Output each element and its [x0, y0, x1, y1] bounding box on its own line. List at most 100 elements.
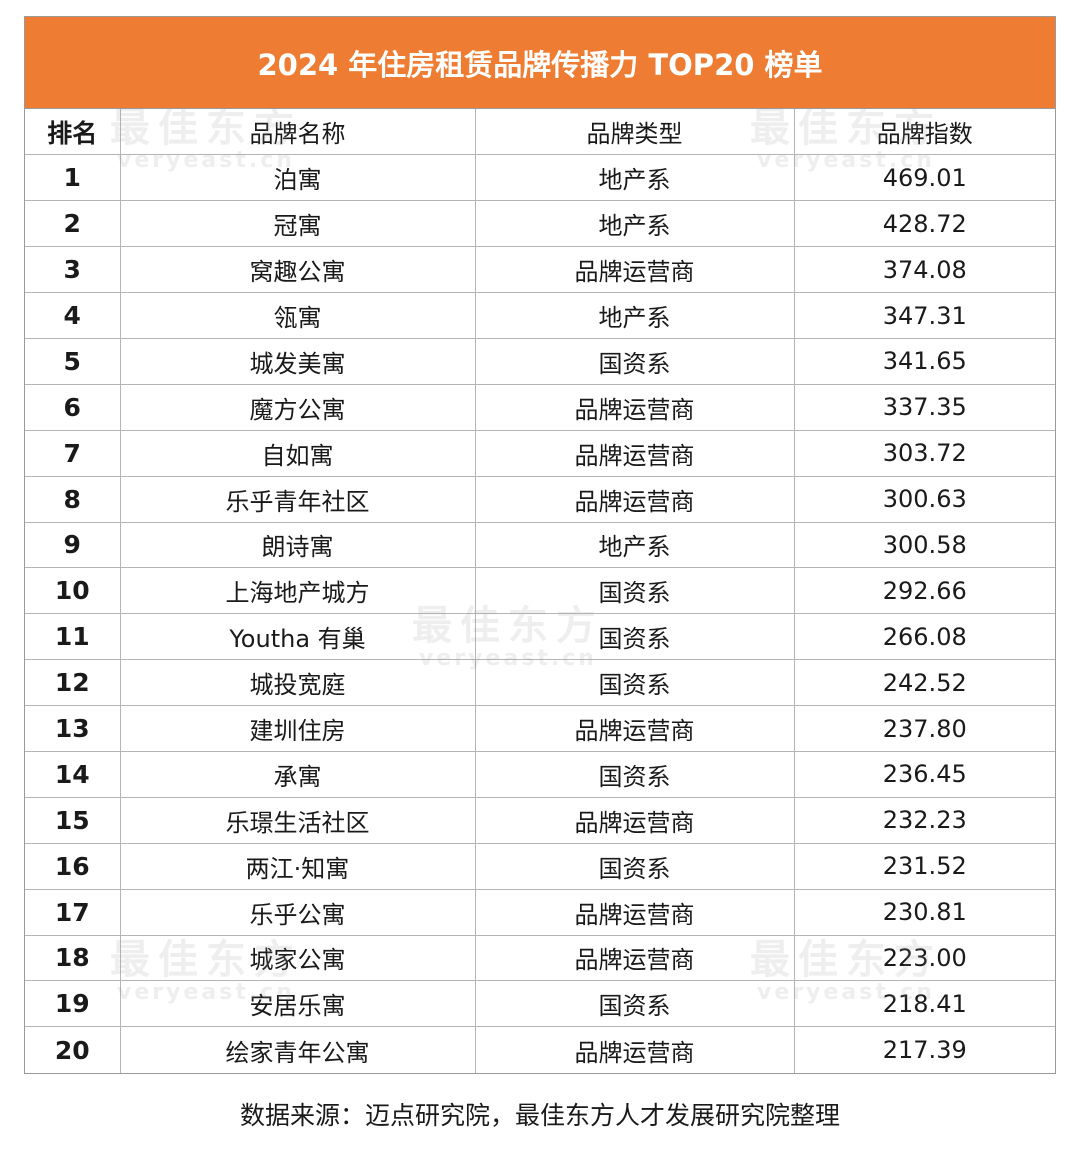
table-row: 1 泊寓 地产系 469.01: [25, 154, 1055, 202]
table-header-row: 排名 品牌名称 品牌类型 品牌指数: [25, 109, 1055, 156]
brand-index-cell: 223.00: [793, 934, 1055, 982]
brand-index-cell: 232.23: [793, 796, 1055, 844]
rank-cell: 15: [25, 796, 121, 844]
rank-cell: 7: [25, 429, 121, 477]
brand-name-cell: 朗诗寓: [119, 521, 476, 569]
table-row: 16 两江·知寓 国资系 231.52: [25, 842, 1055, 890]
brand-index-cell: 231.52: [793, 842, 1055, 890]
brand-name-cell: 魔方公寓: [119, 383, 476, 431]
brand-index-cell: 237.80: [793, 705, 1055, 752]
rank-cell: 16: [25, 842, 121, 890]
table-row: 11 Youtha 有巢 国资系 266.08: [25, 613, 1055, 661]
table-row: 3 窝趣公寓 品牌运营商 374.08: [25, 246, 1055, 294]
brand-index-cell: 347.31: [793, 292, 1055, 339]
brand-name-cell: 承寓: [119, 750, 476, 798]
table-row: 14 承寓 国资系 236.45: [25, 750, 1055, 798]
brand-type-cell: 地产系: [474, 200, 795, 248]
brand-name-cell: 乐乎青年社区: [119, 475, 476, 523]
brand-type-cell: 地产系: [474, 154, 795, 202]
brand-name-cell: 两江·知寓: [119, 842, 476, 890]
rank-cell: 19: [25, 980, 121, 1028]
brand-type-cell: 品牌运营商: [474, 383, 795, 431]
brand-type-cell: 品牌运营商: [474, 475, 795, 523]
rank-cell: 17: [25, 888, 121, 936]
brand-name-cell: 窝趣公寓: [119, 246, 476, 294]
table-row: 4 瓴寓 地产系 347.31: [25, 292, 1055, 339]
table-row: 10 上海地产城方 国资系 292.66: [25, 567, 1055, 615]
brand-type-cell: 品牌运营商: [474, 934, 795, 982]
rank-cell: 2: [25, 200, 121, 248]
brand-index-cell: 337.35: [793, 383, 1055, 431]
brand-type-cell: 品牌运营商: [474, 1026, 795, 1073]
brand-name-cell: 冠寓: [119, 200, 476, 248]
rank-cell: 14: [25, 750, 121, 798]
brand-name-cell: 绘家青年公寓: [119, 1026, 476, 1073]
rank-cell: 11: [25, 613, 121, 661]
brand-index-cell: 300.58: [793, 521, 1055, 569]
brand-type-cell: 国资系: [474, 659, 795, 707]
rank-cell: 8: [25, 475, 121, 523]
table-row: 20 绘家青年公寓 品牌运营商 217.39: [25, 1026, 1055, 1073]
rank-cell: 1: [25, 154, 121, 202]
brand-type-cell: 国资系: [474, 613, 795, 661]
brand-index-cell: 218.41: [793, 980, 1055, 1028]
brand-type-cell: 品牌运营商: [474, 246, 795, 294]
brand-name-cell: 城家公寓: [119, 934, 476, 982]
brand-index-cell: 292.66: [793, 567, 1055, 615]
brand-name-cell: 上海地产城方: [119, 567, 476, 615]
brand-index-cell: 242.52: [793, 659, 1055, 707]
brand-type-cell: 地产系: [474, 521, 795, 569]
brand-name-cell: 城发美寓: [119, 337, 476, 385]
rank-cell: 13: [25, 705, 121, 752]
table-title: 2024 年住房租赁品牌传播力 TOP20 榜单: [25, 17, 1055, 109]
brand-type-cell: 国资系: [474, 567, 795, 615]
rank-cell: 5: [25, 337, 121, 385]
brand-name-cell: Youtha 有巢: [119, 613, 476, 661]
rank-cell: 4: [25, 292, 121, 339]
table-row: 8 乐乎青年社区 品牌运营商 300.63: [25, 475, 1055, 523]
rank-cell: 18: [25, 934, 121, 982]
brand-index-cell: 230.81: [793, 888, 1055, 936]
brand-index-cell: 303.72: [793, 429, 1055, 477]
data-source-note: 数据来源：迈点研究院，最佳东方人才发展研究院整理: [239, 1101, 840, 1130]
brand-name-cell: 城投宽庭: [119, 659, 476, 707]
brand-type-cell: 国资系: [474, 842, 795, 890]
brand-index-cell: 236.45: [793, 750, 1055, 798]
rank-cell: 9: [25, 521, 121, 569]
table-row: 2 冠寓 地产系 428.72: [25, 200, 1055, 248]
table-row: 6 魔方公寓 品牌运营商 337.35: [25, 383, 1055, 431]
brand-name-cell: 自如寓: [119, 429, 476, 477]
brand-type-cell: 品牌运营商: [474, 429, 795, 477]
brand-type-cell: 品牌运营商: [474, 796, 795, 844]
rank-cell: 20: [25, 1026, 121, 1073]
header-rank: 排名: [25, 109, 121, 156]
brand-type-cell: 品牌运营商: [474, 705, 795, 752]
table-row: 13 建圳住房 品牌运营商 237.80: [25, 705, 1055, 752]
brand-index-cell: 374.08: [793, 246, 1055, 294]
rank-cell: 10: [25, 567, 121, 615]
brand-index-cell: 341.65: [793, 337, 1055, 385]
header-brand-index: 品牌指数: [793, 109, 1055, 156]
table-row: 7 自如寓 品牌运营商 303.72: [25, 429, 1055, 477]
table-row: 15 乐璟生活社区 品牌运营商 232.23: [25, 796, 1055, 844]
table-row: 9 朗诗寓 地产系 300.58: [25, 521, 1055, 569]
brand-index-cell: 300.63: [793, 475, 1055, 523]
brand-type-cell: 地产系: [474, 292, 795, 339]
brand-name-cell: 安居乐寓: [119, 980, 476, 1028]
table-row: 5 城发美寓 国资系 341.65: [25, 337, 1055, 385]
table-row: 18 城家公寓 品牌运营商 223.00: [25, 934, 1055, 982]
brand-name-cell: 乐璟生活社区: [119, 796, 476, 844]
brand-type-cell: 国资系: [474, 980, 795, 1028]
brand-type-cell: 品牌运营商: [474, 888, 795, 936]
ranking-table-container: 2024 年住房租赁品牌传播力 TOP20 榜单 排名 品牌名称 品牌类型 品牌…: [24, 16, 1056, 1074]
table-row: 19 安居乐寓 国资系 218.41: [25, 980, 1055, 1028]
table-row: 17 乐乎公寓 品牌运营商 230.81: [25, 888, 1055, 936]
header-brand-name: 品牌名称: [119, 109, 476, 156]
brand-type-cell: 国资系: [474, 337, 795, 385]
rank-cell: 3: [25, 246, 121, 294]
brand-name-cell: 瓴寓: [119, 292, 476, 339]
brand-name-cell: 泊寓: [119, 154, 476, 202]
brand-index-cell: 266.08: [793, 613, 1055, 661]
brand-name-cell: 乐乎公寓: [119, 888, 476, 936]
header-brand-type: 品牌类型: [474, 109, 795, 156]
